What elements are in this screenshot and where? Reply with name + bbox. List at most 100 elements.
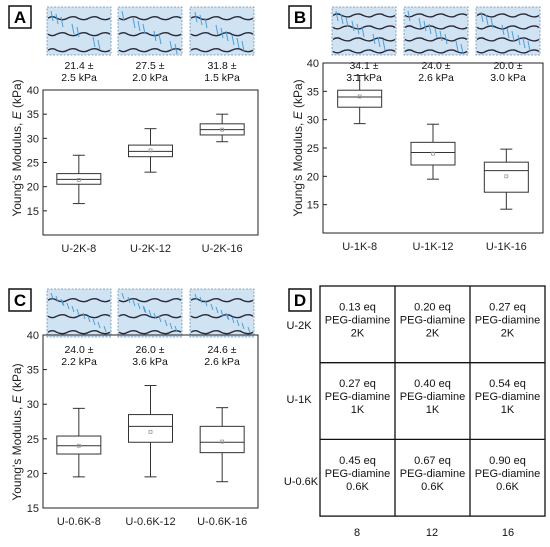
y-tick-label: 20 bbox=[27, 468, 39, 480]
box-U-1K-8 bbox=[337, 74, 383, 125]
iqr-box bbox=[199, 425, 245, 454]
crosslinker bbox=[241, 322, 245, 330]
iqr-box bbox=[483, 161, 529, 193]
network-schematic-inset bbox=[189, 6, 255, 56]
crosslinker bbox=[132, 299, 136, 307]
grid-cell-text: PEG-diamine bbox=[400, 314, 465, 326]
row-label: U-1K bbox=[286, 394, 312, 406]
panel-c-label-box bbox=[8, 288, 32, 312]
grid-cell-text: PEG-diamine bbox=[475, 314, 540, 326]
box-U-0.6K-16 bbox=[199, 407, 245, 483]
mean-marker bbox=[431, 151, 435, 156]
x-tick-label: U-0.6K-8 bbox=[57, 516, 101, 528]
annotation-line2: 2.6 kPa bbox=[204, 356, 240, 368]
grid-cell-text: 1K bbox=[351, 404, 365, 416]
crosslinker bbox=[142, 305, 146, 313]
crosslinker bbox=[50, 10, 54, 22]
x-tick-label: U-1K-12 bbox=[413, 241, 454, 253]
y-tick-label: 25 bbox=[307, 143, 319, 155]
crosslinker bbox=[220, 27, 224, 39]
polymer-fiber bbox=[47, 314, 111, 319]
polymer-fiber bbox=[476, 49, 540, 54]
y-tick-label: 35 bbox=[307, 86, 319, 98]
crosslinker bbox=[199, 14, 203, 26]
grid-cell-text: PEG-diamine bbox=[400, 391, 465, 403]
crosslinker bbox=[361, 26, 365, 38]
panel-b-y-axis-label: Young's Modulus, E (kPa) bbox=[291, 79, 305, 216]
network-schematic-inset bbox=[189, 288, 255, 338]
box-U-2K-16 bbox=[199, 113, 245, 143]
crosslinker bbox=[351, 20, 355, 32]
y-tick-label: 40 bbox=[27, 330, 39, 342]
crosslinker bbox=[231, 34, 235, 46]
polymer-fiber bbox=[47, 298, 111, 303]
col-label: 8 bbox=[354, 527, 360, 539]
annotation-line1: 24.6 ± bbox=[207, 344, 236, 356]
mean-marker bbox=[220, 439, 225, 444]
grid-cell-text: 0.6K bbox=[496, 481, 519, 493]
crosslinker bbox=[194, 11, 198, 23]
crosslinker bbox=[55, 295, 59, 303]
grid-cell-text: 2K bbox=[426, 327, 440, 339]
box-U-0.6K-8 bbox=[56, 407, 102, 478]
annotation-line2: 2.0 kPa bbox=[132, 72, 168, 84]
crosslinker bbox=[226, 313, 230, 321]
panel-d-col-labels: 8 12 16 bbox=[354, 527, 514, 539]
box-U-2K-8 bbox=[56, 154, 102, 205]
panel-d-label-box bbox=[288, 288, 312, 312]
grid-cell-text: 2K bbox=[351, 327, 365, 339]
panel-b-label: B bbox=[294, 8, 306, 27]
crosslinker bbox=[418, 17, 422, 29]
annotation-line1: 21.4 ± bbox=[64, 60, 93, 72]
inset-background bbox=[46, 6, 112, 56]
polymer-fiber bbox=[404, 25, 468, 30]
y-tick-label: 20 bbox=[27, 182, 39, 194]
crosslinker bbox=[132, 17, 136, 29]
panel-a-network-insets bbox=[46, 6, 255, 56]
crosslinker bbox=[501, 24, 505, 36]
y-tick-label: 30 bbox=[27, 133, 39, 145]
crosslinker bbox=[444, 33, 448, 45]
crosslinker bbox=[210, 303, 214, 311]
y-tick-label: 25 bbox=[27, 434, 39, 446]
crosslinker bbox=[517, 34, 521, 46]
plot-frame bbox=[42, 334, 259, 509]
panel-b-label-box bbox=[288, 5, 312, 29]
polymer-fiber bbox=[332, 37, 396, 42]
col-label: 16 bbox=[502, 527, 514, 539]
mean-marker bbox=[357, 94, 362, 99]
network-schematic-inset bbox=[475, 6, 541, 56]
polymer-fiber bbox=[404, 49, 468, 54]
crosslinker bbox=[215, 306, 219, 314]
annotation-line1: 26.0 ± bbox=[135, 344, 164, 356]
grid-cell-text: 0.90 eq bbox=[489, 455, 526, 467]
grid-cell-text: 1K bbox=[426, 404, 440, 416]
y-tick-label: 25 bbox=[27, 158, 39, 170]
crosslinker bbox=[76, 26, 80, 38]
panel-a-label-box bbox=[8, 5, 32, 29]
annotation-line2: 3.1 kPa bbox=[346, 72, 382, 84]
crosslinker bbox=[92, 36, 96, 48]
annotation-line1: 20.0 ± bbox=[493, 60, 522, 72]
y-tick-label: 30 bbox=[307, 115, 319, 127]
annotation-line2: 2.6 kPa bbox=[418, 72, 454, 84]
panel-b-network-insets bbox=[331, 6, 541, 56]
crosslinker bbox=[480, 11, 484, 23]
box-U-1K-12 bbox=[410, 123, 456, 180]
crosslinker bbox=[372, 33, 376, 45]
crosslinker bbox=[236, 37, 240, 49]
annotation-line2: 2.2 kPa bbox=[61, 356, 97, 368]
polymer-fiber bbox=[190, 48, 254, 53]
y-tick-label: 40 bbox=[307, 58, 319, 70]
crosslinker bbox=[194, 293, 198, 301]
annotation-line2: 3.6 kPa bbox=[132, 356, 168, 368]
crosslinker bbox=[335, 10, 339, 22]
network-schematic-inset bbox=[117, 288, 183, 338]
polymer-fiber bbox=[332, 49, 396, 54]
panel-a-box-plot: 15 20 25 30 35 40 U-2K-8 U-2K-12 U-2K-16 bbox=[27, 85, 259, 255]
crosslinker bbox=[247, 326, 251, 334]
polymer-fiber bbox=[118, 330, 182, 335]
crosslinker bbox=[439, 30, 443, 42]
crosslinker bbox=[345, 16, 349, 28]
